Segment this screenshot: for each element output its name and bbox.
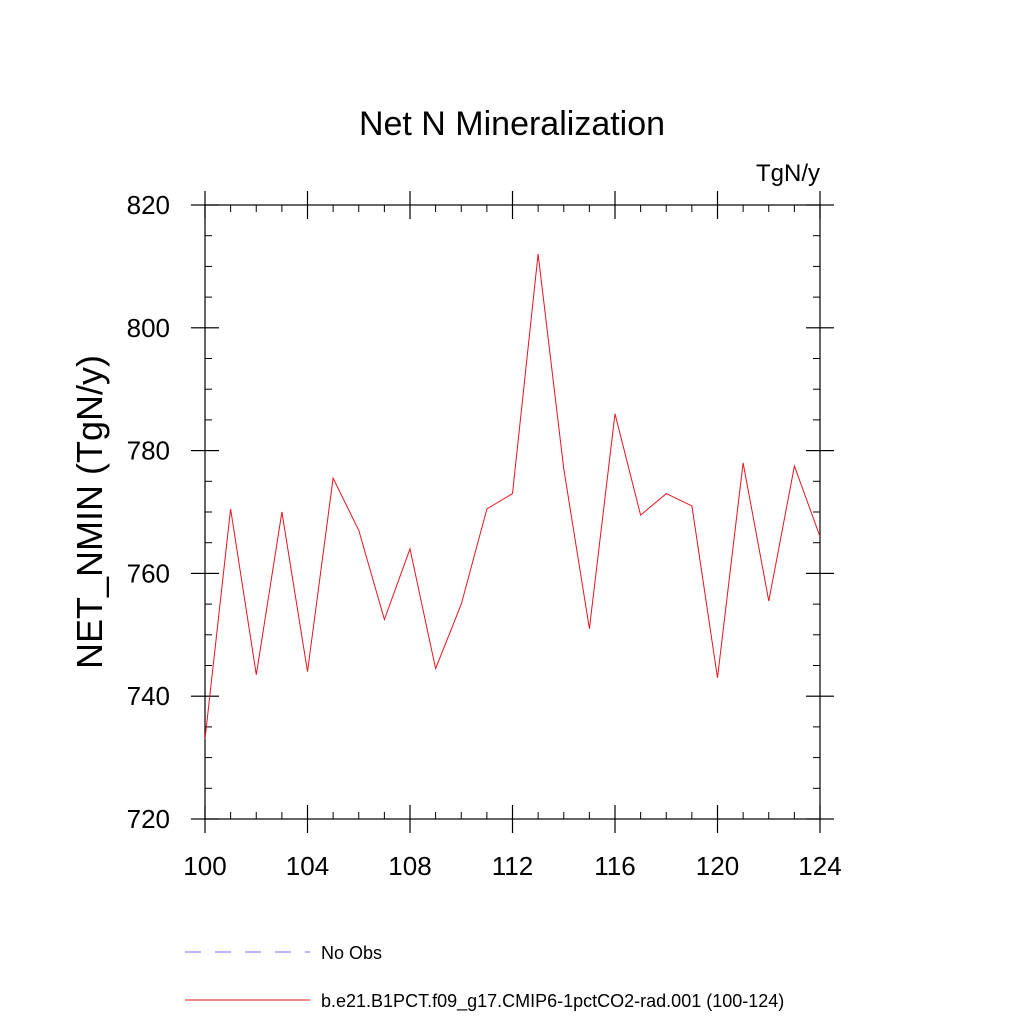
y-axis-label: NET_NMIN (TgN/y) [69,355,110,669]
chart-title: Net N Mineralization [359,105,665,143]
x-tick-label: 120 [696,851,739,881]
y-tick-label: 740 [127,681,170,711]
y-tick-label: 780 [127,436,170,466]
axes-layer: 100 104 108 112 116 120 124 720 740 760 780 800 820 [127,190,842,881]
y-tick-label: 820 [127,190,170,220]
x-tick-label: 112 [492,851,533,881]
plot-frame [204,204,821,820]
x-tick-label: 108 [388,851,431,881]
units-label: TgN/y [756,160,820,187]
y-tick-label: 720 [127,804,170,834]
legend-label-0: No Obs [321,943,382,963]
x-tick-label: 116 [594,851,635,881]
y-tick-label: 800 [127,313,170,343]
legend: No Obs b.e21.B1PCT.f09_g17.CMIP6-1pctCO2-… [185,943,784,1012]
x-tick-label: 124 [798,851,841,881]
series-layer [204,254,821,740]
x-tick-label: 100 [183,851,226,881]
y-tick-label: 760 [127,558,170,588]
x-tick-label: 104 [286,851,329,881]
series-line-0 [204,254,821,740]
legend-label-1: b.e21.B1PCT.f09_g17.CMIP6-1pctCO2-rad.00… [321,991,784,1012]
